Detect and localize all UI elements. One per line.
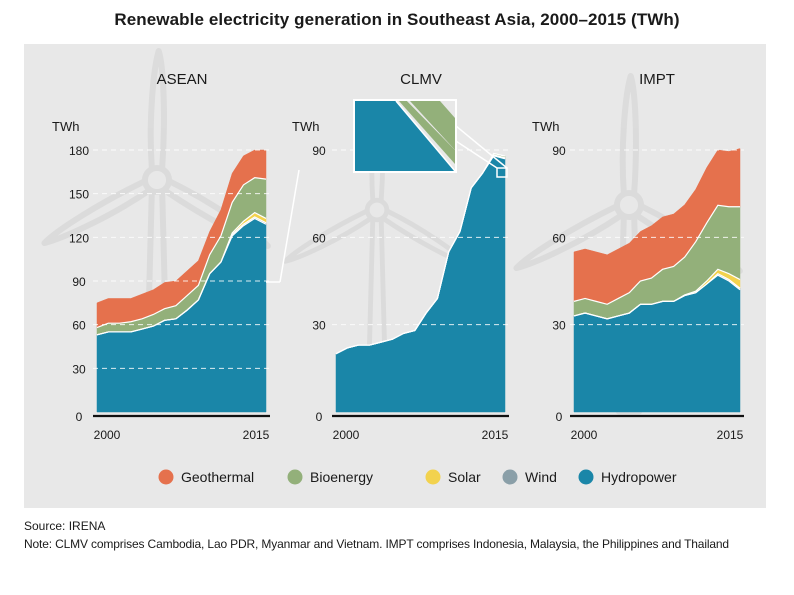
y-axis-label: TWh (292, 119, 319, 134)
legend-swatch (578, 469, 594, 485)
y-tick-label: 0 (556, 410, 563, 424)
layer-boundary (573, 268, 741, 320)
legend-label: Geothermal (181, 469, 254, 485)
legend-swatch (425, 469, 441, 485)
y-axis-label: TWh (52, 119, 79, 134)
magnifier-inset (353, 99, 508, 178)
x-tick-label: 2000 (571, 428, 598, 442)
chart-panel: ASEAN TWh 0 30 60 90 120 150 180 2000 2015 CLMV TWh 0… (24, 44, 766, 508)
inset-area-hydropower (355, 101, 455, 171)
source-note: Source: IRENA (24, 519, 106, 533)
y-tick-label: 30 (72, 362, 86, 376)
footnote: Note: CLMV comprises Cambodia, Lao PDR, … (24, 537, 729, 551)
legend-item-geothermal: Geothermal (158, 469, 254, 485)
area-hydropower (335, 155, 506, 413)
legend-item-hydropower: Hydropower (578, 469, 677, 485)
y-tick-label: 90 (312, 144, 326, 158)
legend-label: Wind (525, 469, 557, 485)
legend-swatch (502, 469, 518, 485)
turbine-blade (163, 178, 271, 249)
y-tick-label: 150 (69, 188, 89, 202)
legend-item-wind: Wind (502, 469, 557, 485)
panel-title: CLMV (400, 71, 442, 88)
turbine-blade (513, 203, 623, 272)
turbine-blade (41, 178, 151, 247)
charts-svg: ASEAN TWh 0 30 60 90 120 150 180 2000 2015 CLMV TWh 0… (41, 47, 744, 485)
connector-line (279, 169, 300, 283)
inset-area-bioenergy (410, 101, 455, 150)
layer-boundary (335, 152, 506, 355)
legend-item-solar: Solar (425, 469, 481, 485)
y-tick-label: 180 (69, 144, 89, 158)
legend-swatch (158, 469, 174, 485)
turbine-hub (364, 197, 390, 223)
inset-boundary (395, 100, 456, 172)
x-tick-label: 2015 (717, 428, 744, 442)
y-tick-label: 60 (312, 231, 326, 245)
x-tick-label: 2015 (243, 428, 270, 442)
y-tick-label: 30 (552, 319, 566, 333)
y-tick-label: 0 (316, 410, 323, 424)
y-axis-label: TWh (532, 119, 559, 134)
x-tick-label: 2000 (333, 428, 360, 442)
panel-title: ASEAN (157, 71, 208, 88)
y-tick-label: 60 (72, 319, 86, 333)
legend-label: Bioenergy (310, 469, 373, 485)
panel-title: IMPT (639, 71, 675, 88)
legend-item-bioenergy: Bioenergy (287, 469, 373, 485)
turbine-blade (282, 209, 372, 264)
chart-title: Renewable electricity generation in Sout… (114, 10, 680, 29)
layer-boundary (573, 204, 740, 305)
turbine-hub (141, 164, 173, 196)
x-tick-label: 2015 (482, 428, 509, 442)
turbine-blade (619, 72, 639, 194)
legend-label: Solar (448, 469, 481, 485)
layer-boundary (96, 211, 267, 336)
inset-area-bioenergy (399, 101, 455, 164)
turbine-blade (147, 47, 167, 169)
legend-swatch (287, 469, 303, 485)
y-tick-label: 0 (76, 410, 83, 424)
zoom-connector (455, 125, 508, 169)
y-tick-label: 60 (552, 231, 566, 245)
y-tick-label: 120 (69, 231, 89, 245)
x-tick-label: 2000 (94, 428, 121, 442)
y-tick-label: 90 (552, 144, 566, 158)
legend-label: Hydropower (601, 469, 677, 485)
y-tick-label: 30 (312, 319, 326, 333)
turbine-hub (613, 189, 645, 221)
y-tick-label: 90 (72, 275, 86, 289)
zoom-target-box (496, 167, 508, 178)
